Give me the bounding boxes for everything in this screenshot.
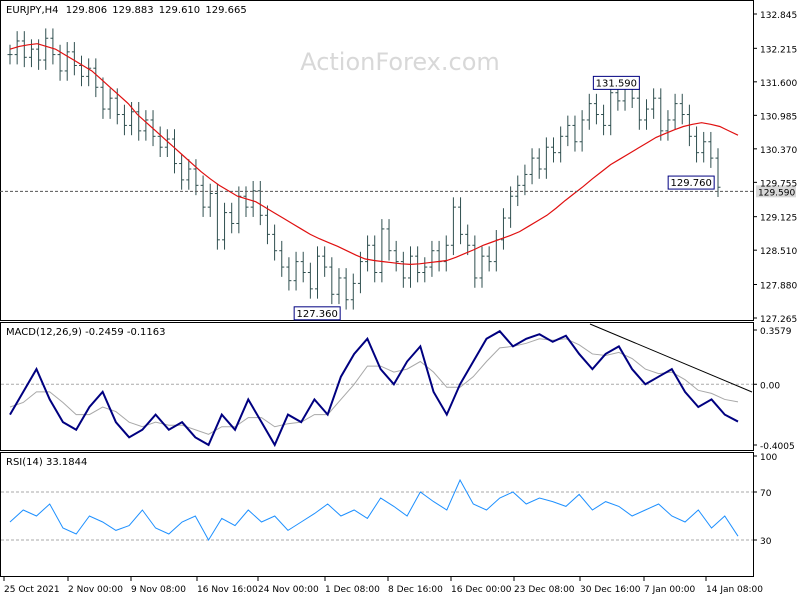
symbol-name: EURJPY,H4 bbox=[6, 5, 59, 16]
price-annotation: 131.590 bbox=[596, 78, 637, 89]
macd-label: MACD(12,26,9) -0.2459 -0.1163 bbox=[6, 327, 166, 338]
x-tick-label: 2 Nov 00:00 bbox=[68, 585, 123, 595]
macd-series bbox=[1, 323, 753, 448]
macd-panel bbox=[0, 322, 754, 451]
rsi-line bbox=[9, 478, 739, 541]
x-tick-label: 23 Dec 08:00 bbox=[514, 585, 575, 595]
rsi-y-tick-label: 70 bbox=[760, 489, 772, 499]
ohlc-close: 129.665 bbox=[205, 5, 246, 16]
rsi-y-tick-label: 30 bbox=[760, 537, 772, 547]
current-price-value: 129.590 bbox=[758, 188, 795, 198]
macd-line bbox=[9, 329, 739, 448]
y-tick-label: 132.215 bbox=[760, 45, 797, 55]
macd-y-tick-label: -0.4005 bbox=[760, 442, 795, 452]
ohlc-low: 129.610 bbox=[159, 5, 200, 16]
x-tick-label: 1 Dec 08:00 bbox=[325, 585, 380, 595]
rsi-label: RSI(14) 33.1844 bbox=[6, 457, 87, 468]
y-tick-label: 128.510 bbox=[760, 247, 797, 257]
macd-signal-line bbox=[9, 338, 739, 435]
x-tick-label: 14 Jan 08:00 bbox=[706, 585, 763, 595]
y-tick-label: 129.125 bbox=[760, 214, 797, 224]
rsi-series bbox=[1, 478, 753, 541]
y-tick-label: 131.600 bbox=[760, 79, 797, 89]
symbol-label: EURJPY,H4 129.806 129.883 129.610 129.66… bbox=[6, 5, 247, 16]
price-series: 131.590 129.760 127.360 bbox=[0, 28, 753, 321]
rsi-y-tick-label: 100 bbox=[760, 453, 777, 463]
y-tick-label: 127.265 bbox=[760, 315, 797, 325]
x-tick-label: 8 Dec 16:00 bbox=[388, 585, 443, 595]
ohlc-high: 129.883 bbox=[112, 5, 153, 16]
y-tick-label: 130.985 bbox=[760, 112, 797, 122]
x-tick-label: 24 Nov 00:00 bbox=[258, 585, 319, 595]
y-tick-label: 130.370 bbox=[760, 146, 797, 156]
watermark: ActionForex.com bbox=[300, 48, 500, 76]
y-tick-label: 129.755 bbox=[760, 179, 797, 189]
price-annotation: 127.360 bbox=[296, 309, 337, 320]
price-annotation: 129.760 bbox=[670, 178, 711, 189]
price-panel bbox=[0, 0, 754, 321]
moving-average-line bbox=[9, 43, 739, 265]
x-tick-label: 25 Oct 2021 bbox=[4, 585, 60, 595]
price-annotation-box bbox=[592, 75, 640, 90]
macd-trendline bbox=[589, 323, 753, 393]
x-tick-label: 7 Jan 00:00 bbox=[644, 585, 696, 595]
y-tick-label: 127.880 bbox=[760, 281, 797, 291]
x-tick-label: 16 Nov 16:00 bbox=[197, 585, 258, 595]
current-price-tag bbox=[756, 185, 796, 198]
y-tick-label: 132.845 bbox=[760, 11, 797, 21]
x-tick-label: 30 Dec 16:00 bbox=[580, 585, 641, 595]
price-annotation-box bbox=[667, 175, 715, 190]
x-tick-label: 9 Nov 08:00 bbox=[131, 585, 186, 595]
axes: 129.590 132.845 132.215 131.600 130.985 130.3… bbox=[3, 11, 797, 595]
rsi-panel bbox=[0, 452, 754, 577]
price-annotation-box bbox=[293, 306, 341, 321]
x-tick-label: 16 Dec 00:00 bbox=[451, 585, 512, 595]
macd-y-tick-label: 0.00 bbox=[760, 381, 780, 391]
macd-y-tick-label: 0.3579 bbox=[760, 327, 792, 337]
ohlc-open: 129.806 bbox=[66, 5, 107, 16]
